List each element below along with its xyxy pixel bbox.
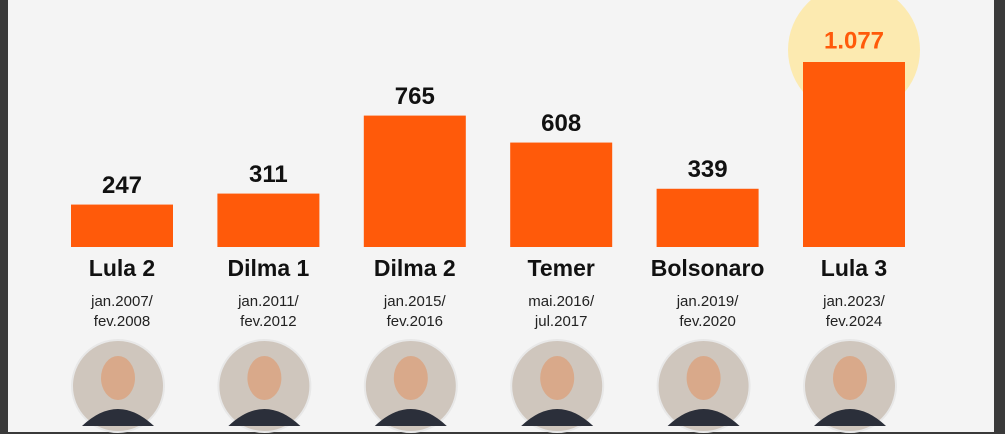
portrait-face	[540, 356, 575, 400]
portrait-face	[247, 356, 282, 400]
bar	[363, 115, 466, 247]
period-label: fev.2016	[387, 313, 443, 330]
portrait-body	[82, 409, 154, 426]
value-label: 311	[249, 161, 288, 188]
period-label: jan.2011/	[237, 293, 299, 310]
bar	[217, 193, 320, 247]
period-label: fev.2012	[240, 313, 296, 330]
bar	[656, 188, 759, 247]
value-label: 765	[395, 83, 435, 110]
period-label: jan.2019/	[676, 293, 740, 310]
bar	[71, 204, 173, 247]
portrait-face	[833, 356, 867, 400]
value-label: 339	[688, 156, 728, 183]
portrait-face	[101, 356, 135, 400]
value-label: 608	[541, 110, 581, 137]
period-label: jan.2007/	[90, 293, 154, 310]
period-label: jan.2023/	[822, 293, 886, 310]
bar	[510, 142, 613, 247]
bar	[803, 62, 905, 247]
value-label: 1.077	[824, 27, 884, 54]
period-label: fev.2020	[679, 313, 735, 330]
portrait-face	[393, 356, 428, 400]
portrait-body	[667, 409, 740, 426]
portrait-body	[814, 409, 886, 426]
portrait-body	[374, 409, 447, 426]
category-label: Bolsonaro	[651, 255, 765, 281]
period-label: jul.2017	[534, 313, 588, 330]
period-label: fev.2008	[94, 313, 150, 330]
period-label: mai.2016/	[528, 293, 595, 310]
category-label: Temer	[528, 255, 595, 281]
value-label: 247	[102, 172, 142, 199]
portrait-face	[686, 356, 721, 400]
portrait-body	[521, 409, 594, 426]
category-label: Lula 3	[821, 255, 887, 281]
category-label: Dilma 1	[227, 255, 309, 281]
portrait-body	[228, 409, 301, 426]
period-label: jan.2015/	[383, 293, 447, 310]
category-label: Lula 2	[89, 255, 155, 281]
period-label: fev.2024	[826, 313, 882, 330]
category-label: Dilma 2	[374, 255, 456, 281]
